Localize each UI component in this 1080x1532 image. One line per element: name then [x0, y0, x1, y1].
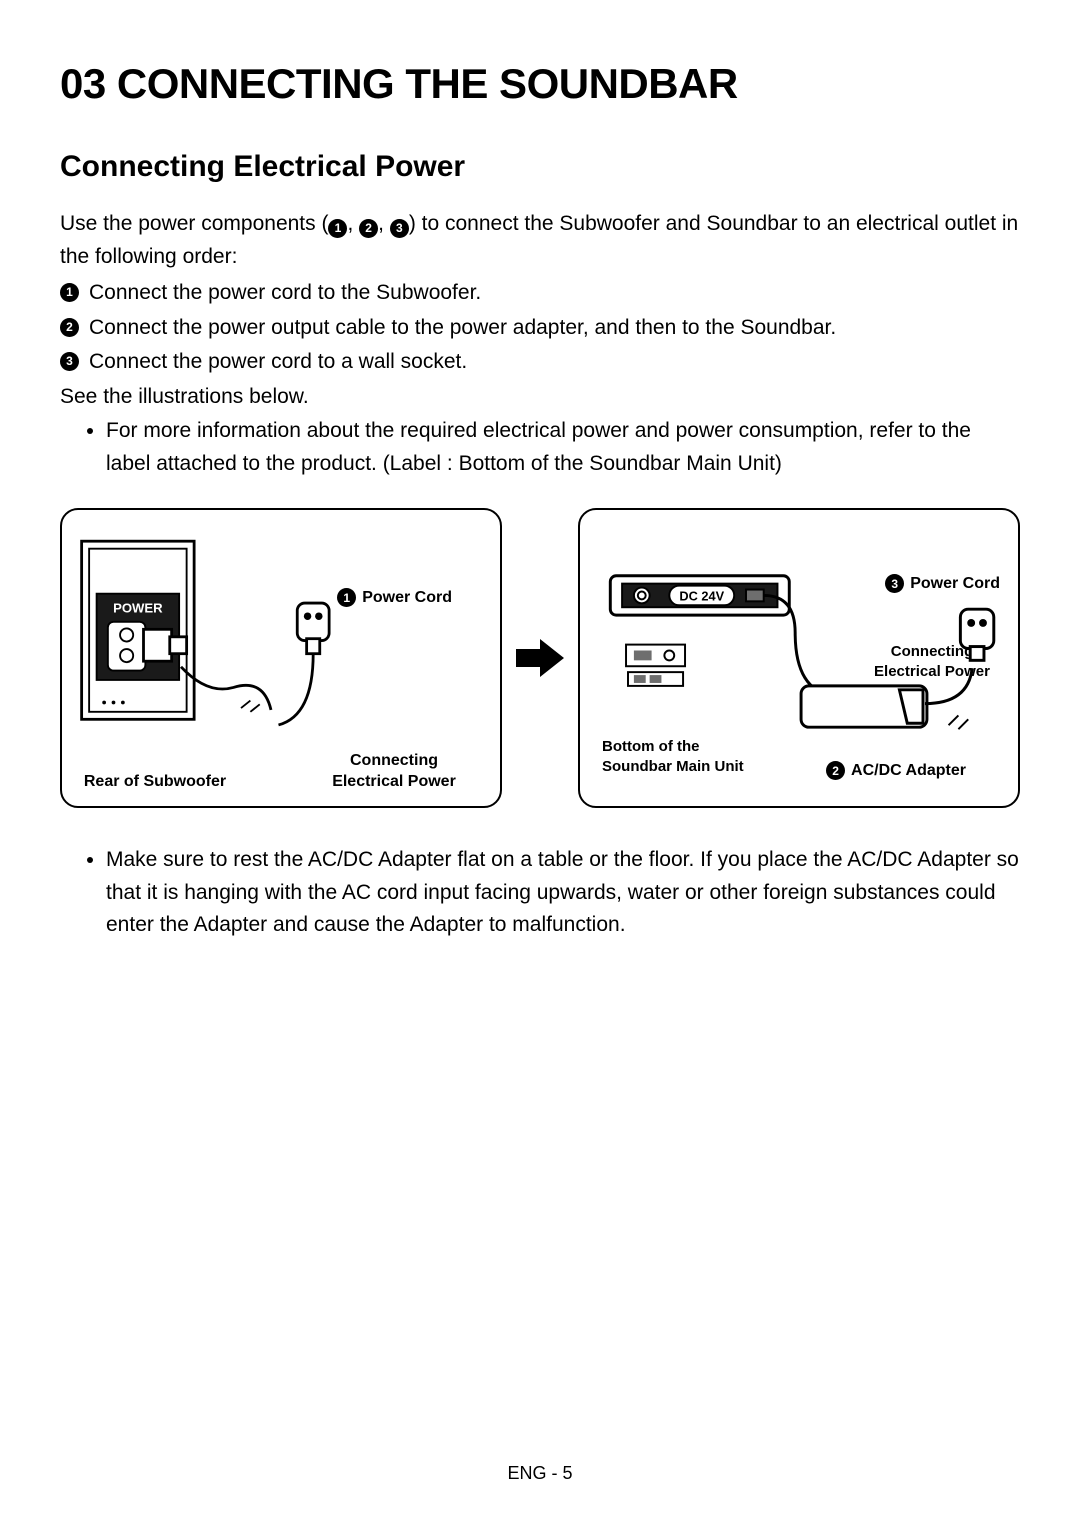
- callout-2-num-icon: 2: [826, 761, 845, 780]
- adapter-note-list: Make sure to rest the AC/DC Adapter flat…: [60, 844, 1020, 942]
- caption-bottom-unit: Bottom of the Soundbar Main Unit: [602, 737, 772, 776]
- caption-conn-left-l1: Connecting: [350, 752, 438, 769]
- numbered-steps: 1 Connect the power cord to the Subwoofe…: [60, 277, 1020, 379]
- dc-label-text: DC 24V: [679, 589, 724, 604]
- step-2-num-icon: 2: [60, 318, 79, 337]
- section-heading: Connecting Electrical Power: [60, 150, 1020, 184]
- panel-soundbar: 3 Power Cord Connecting Electrical Power…: [578, 508, 1020, 808]
- diagram-row: 1 Power Cord POWER: [60, 508, 1020, 808]
- step-2-text: Connect the power output cable to the po…: [89, 312, 836, 345]
- see-below: See the illustrations below.: [60, 381, 1020, 414]
- intro-pre: Use the power components (: [60, 212, 328, 235]
- callout-2: 2 AC/DC Adapter: [826, 761, 966, 780]
- info-bullet-1: For more information about the required …: [106, 415, 1020, 480]
- info-bullets: For more information about the required …: [60, 415, 1020, 480]
- inline-num-3-icon: 3: [390, 219, 409, 238]
- step-3-num-icon: 3: [60, 352, 79, 371]
- arrow-right-icon: [516, 639, 564, 677]
- caption-conn-left-l2: Electrical Power: [332, 773, 456, 790]
- intro-paragraph: Use the power components (1, 2, 3) to co…: [60, 208, 1020, 273]
- step-1-num-icon: 1: [60, 283, 79, 302]
- caption-rear-subwoofer: Rear of Subwoofer: [80, 772, 230, 793]
- caption-connecting-left: Connecting Electrical Power: [324, 751, 464, 793]
- step-3-text: Connect the power cord to a wall socket.: [89, 346, 467, 379]
- caption-bottom-l2: Soundbar Main Unit: [602, 758, 744, 775]
- page-title: 03 CONNECTING THE SOUNDBAR: [60, 60, 1020, 108]
- step-3: 3 Connect the power cord to a wall socke…: [60, 346, 1020, 379]
- step-2: 2 Connect the power output cable to the …: [60, 312, 1020, 345]
- callout-2-text: AC/DC Adapter: [851, 762, 966, 780]
- page-number: ENG - 5: [0, 1463, 1080, 1484]
- inline-num-1-icon: 1: [328, 219, 347, 238]
- caption-bottom-l1: Bottom of the: [602, 738, 699, 755]
- step-1: 1 Connect the power cord to the Subwoofe…: [60, 277, 1020, 310]
- power-label-text: POWER: [113, 601, 163, 616]
- panel-subwoofer: 1 Power Cord POWER: [60, 508, 502, 808]
- adapter-note: Make sure to rest the AC/DC Adapter flat…: [106, 844, 1020, 942]
- intro-sep-1: ,: [347, 212, 359, 235]
- intro-sep-2: ,: [378, 212, 390, 235]
- subwoofer-illustration-icon: POWER: [76, 534, 376, 734]
- step-1-text: Connect the power cord to the Subwoofer.: [89, 277, 481, 310]
- inline-num-2-icon: 2: [359, 219, 378, 238]
